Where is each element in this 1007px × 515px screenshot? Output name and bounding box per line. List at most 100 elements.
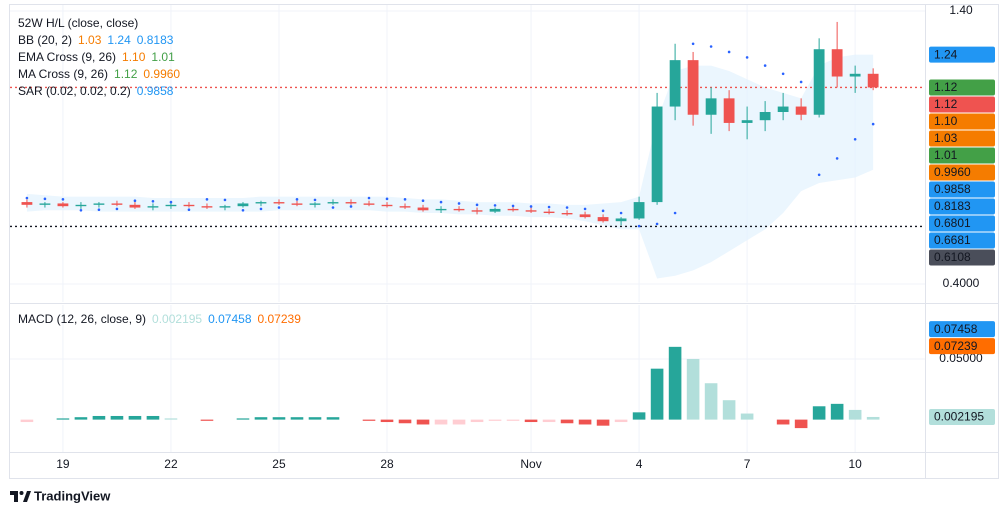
sar-dot — [799, 80, 803, 84]
legend-value: 0.002195 — [152, 312, 202, 326]
candle-body — [399, 206, 411, 208]
scale-label-box — [929, 198, 995, 215]
sar-dot — [295, 198, 299, 201]
legend-value: 0.07458 — [208, 312, 252, 326]
scale-label-box — [929, 113, 995, 130]
scale-label-box — [929, 147, 995, 164]
candle-body — [813, 49, 825, 115]
histogram-bar — [776, 419, 790, 425]
candle-body — [363, 203, 375, 205]
y-tick-label: 0.4000 — [943, 276, 980, 290]
scale-label: 1.24 — [934, 47, 958, 61]
scale-label-box — [929, 130, 995, 147]
candle-body — [471, 210, 483, 212]
legend-label: 52W H/L (close, close) — [18, 16, 138, 30]
candle-body — [705, 98, 717, 115]
sar-dot — [25, 196, 29, 200]
candle-body — [417, 207, 429, 211]
sar-dot — [745, 56, 749, 59]
histogram-bar — [632, 412, 646, 420]
x-tick-label: 7 — [744, 457, 751, 471]
price-pane — [10, 5, 925, 302]
candle-body — [237, 203, 249, 207]
scale-label: 1.12 — [934, 97, 958, 111]
scale-label: 0.8183 — [934, 199, 971, 213]
sar-dot — [187, 208, 191, 212]
histogram-bar — [560, 419, 574, 424]
sar-dot — [259, 207, 263, 211]
scale-label: 0.07458 — [934, 322, 978, 336]
candle-body — [831, 49, 843, 77]
macd-pane — [10, 305, 925, 452]
histogram-bar — [362, 419, 376, 421]
histogram-bar — [110, 415, 124, 420]
candle-body — [507, 208, 519, 211]
legend-label: SAR (0.02, 0.02, 0.2) — [18, 84, 131, 98]
scale-label: 0.6681 — [934, 233, 971, 247]
candle-body — [21, 202, 33, 205]
legend-value: 0.9960 — [143, 67, 180, 81]
scale-label-box — [929, 232, 995, 249]
histogram-bar — [704, 383, 718, 420]
candle-body — [147, 206, 159, 208]
sar-dot — [691, 42, 695, 46]
histogram-bar — [668, 346, 682, 420]
histogram-bar — [506, 419, 520, 421]
candle-body — [615, 218, 627, 222]
scale-label: 0.9858 — [934, 182, 971, 196]
candle-body — [759, 112, 771, 121]
scale-label-box — [929, 79, 995, 96]
histogram-bar — [650, 368, 664, 420]
histogram-bar — [20, 419, 34, 423]
tradingview-logo — [10, 491, 31, 502]
histogram-bar — [308, 417, 322, 420]
candle-body — [183, 204, 195, 207]
sar-dot — [835, 157, 839, 160]
scale-label-box — [929, 46, 995, 63]
histogram-bar — [326, 417, 340, 420]
histogram-bar — [524, 419, 538, 423]
histogram-bar — [92, 415, 106, 420]
sar-dot — [655, 222, 659, 226]
sar-dot — [277, 206, 281, 209]
sar-dot — [817, 173, 821, 177]
sar-dot — [601, 209, 605, 213]
logo-mark — [10, 491, 18, 502]
sar-dot — [853, 138, 857, 141]
histogram-bar — [848, 409, 862, 420]
sar-dot — [205, 198, 209, 201]
x-tick-label: 25 — [272, 457, 286, 471]
legend-value: 0.9858 — [137, 84, 174, 98]
candle-body — [795, 106, 807, 115]
histogram-bar — [74, 417, 88, 420]
candle-body — [57, 203, 69, 207]
sar-dot — [313, 198, 317, 202]
candle-body — [327, 202, 339, 204]
candle-body — [291, 203, 303, 205]
scale-label-box — [929, 408, 995, 425]
histogram-bar — [236, 418, 250, 420]
histogram-bar — [812, 406, 826, 420]
sar-dot — [583, 207, 587, 211]
histogram-bar — [722, 400, 736, 420]
sar-dot — [79, 208, 83, 212]
histogram-bar — [164, 418, 178, 420]
legend-row: 52W H/L (close, close) — [18, 16, 138, 30]
legend-value: 0.8183 — [137, 33, 174, 47]
histogram-bar — [686, 358, 700, 420]
sar-dot — [565, 206, 569, 209]
sar-dot — [385, 197, 389, 201]
legend-value: 1.24 — [107, 33, 131, 47]
candle-body — [543, 211, 555, 214]
sar-dot — [115, 207, 119, 211]
candle-body — [579, 214, 591, 218]
scale-label: 1.12 — [934, 80, 958, 94]
scale-label: 0.07239 — [934, 339, 978, 353]
histogram-bar — [434, 419, 448, 425]
sar-dot — [223, 198, 227, 202]
candle-body — [651, 106, 663, 203]
scale-label-box — [929, 321, 995, 338]
sar-dot — [547, 205, 551, 209]
x-tick-label: 10 — [848, 457, 862, 471]
